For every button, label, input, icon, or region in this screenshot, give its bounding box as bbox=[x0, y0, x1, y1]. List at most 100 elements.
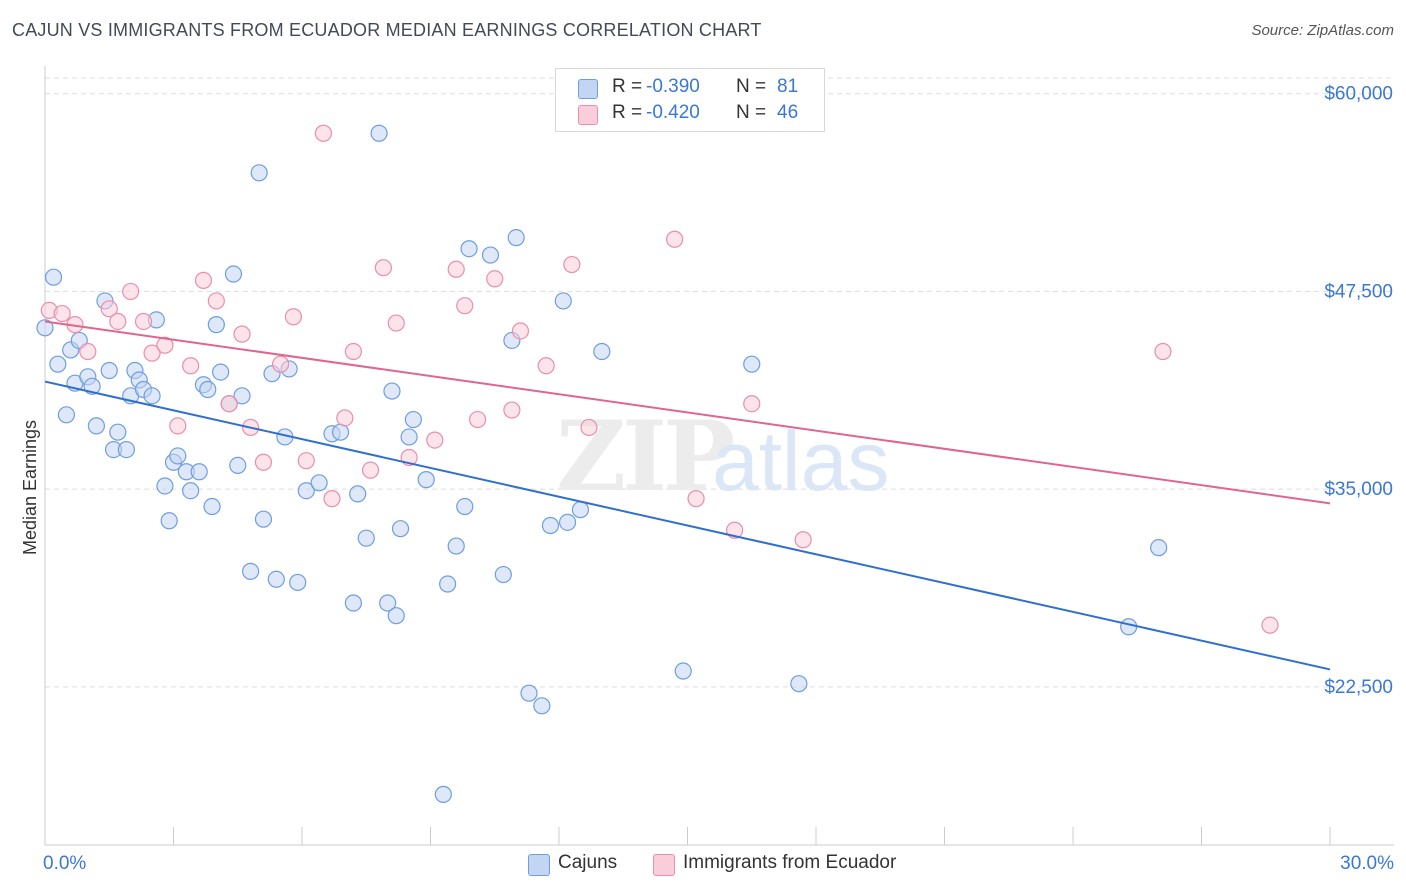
data-point-ecuador bbox=[666, 230, 684, 248]
data-point-ecuador bbox=[314, 124, 333, 142]
data-point-ecuador bbox=[297, 452, 315, 470]
data-point-cajun bbox=[481, 246, 500, 264]
data-point-ecuador bbox=[220, 395, 238, 413]
data-point-ecuador bbox=[426, 431, 444, 449]
data-point-cajun bbox=[199, 380, 217, 399]
legend-n-label: N = bbox=[736, 76, 767, 97]
data-point-cajun bbox=[87, 417, 106, 435]
data-point-cajun bbox=[250, 164, 268, 182]
data-point-cajun bbox=[434, 785, 452, 803]
data-point-ecuador bbox=[1154, 342, 1172, 361]
data-point-cajun bbox=[36, 319, 54, 337]
data-point-cajun bbox=[49, 355, 67, 373]
legend-n-value: 46 bbox=[777, 102, 799, 123]
data-point-cajun bbox=[379, 594, 397, 612]
data-point-ecuador bbox=[580, 418, 598, 437]
legend-r-value: -0.390 bbox=[646, 76, 700, 97]
data-point-cajun bbox=[456, 497, 474, 516]
data-point-cajun bbox=[571, 501, 590, 519]
watermark-atlas: atlas bbox=[712, 414, 889, 508]
data-point-cajun bbox=[554, 292, 572, 310]
data-point-cajun bbox=[297, 482, 315, 500]
y-axis-label: Median Earnings bbox=[20, 420, 40, 555]
data-point-cajun bbox=[1150, 539, 1168, 557]
data-point-ecuador bbox=[53, 304, 71, 323]
data-point-cajun bbox=[224, 265, 243, 283]
chart-title: CAJUN VS IMMIGRANTS FROM ECUADOR MEDIAN … bbox=[12, 20, 762, 40]
data-point-cajun bbox=[387, 607, 405, 625]
data-point-cajun bbox=[289, 573, 307, 592]
data-point-ecuador bbox=[387, 314, 405, 332]
data-point-ecuador bbox=[336, 409, 354, 427]
data-point-cajun bbox=[460, 240, 478, 258]
data-point-cajun bbox=[439, 575, 457, 593]
data-point-ecuador bbox=[271, 355, 290, 373]
data-point-cajun bbox=[100, 361, 118, 380]
data-point-ecuador bbox=[537, 357, 555, 375]
data-point-cajun bbox=[357, 529, 375, 547]
bottom-legend-label: Cajuns bbox=[558, 852, 618, 873]
data-point-cajun bbox=[400, 428, 418, 446]
data-point-cajun bbox=[190, 463, 208, 481]
data-point-ecuador bbox=[122, 282, 140, 301]
data-point-cajun bbox=[447, 537, 465, 555]
data-point-cajun bbox=[233, 387, 251, 405]
data-point-ecuador bbox=[456, 297, 474, 315]
data-point-cajun bbox=[344, 594, 362, 612]
data-point-cajun bbox=[593, 342, 611, 361]
x-tick-label: 30.0% bbox=[1340, 853, 1394, 874]
data-point-cajun bbox=[370, 124, 388, 142]
data-point-cajun bbox=[743, 355, 761, 373]
data-point-cajun bbox=[57, 406, 76, 424]
data-point-ecuador bbox=[207, 292, 225, 310]
data-point-cajun bbox=[44, 268, 63, 286]
legend-r-value: -0.420 bbox=[646, 102, 700, 123]
data-point-cajun bbox=[674, 662, 692, 680]
data-point-ecuador bbox=[794, 531, 812, 549]
data-point-ecuador bbox=[233, 325, 251, 343]
data-point-cajun bbox=[242, 562, 260, 580]
data-point-ecuador bbox=[284, 308, 303, 326]
data-point-ecuador bbox=[100, 300, 118, 318]
data-point-ecuador bbox=[469, 410, 487, 429]
legend-n-label: N = bbox=[736, 102, 767, 123]
data-point-ecuador bbox=[143, 344, 161, 362]
data-point-ecuador bbox=[743, 395, 761, 413]
data-point-ecuador bbox=[109, 312, 127, 331]
data-point-ecuador bbox=[563, 255, 581, 274]
legend-r-label: R = bbox=[612, 102, 643, 123]
data-point-cajun bbox=[349, 485, 367, 503]
data-point-ecuador bbox=[79, 342, 97, 361]
data-point-cajun bbox=[160, 512, 178, 530]
y-tick-label: $47,500 bbox=[1324, 281, 1393, 302]
data-point-ecuador bbox=[182, 357, 200, 375]
watermark-zip: ZIP bbox=[556, 400, 733, 513]
data-point-cajun bbox=[156, 477, 174, 495]
data-point-ecuador bbox=[687, 490, 705, 508]
data-point-cajun bbox=[254, 510, 273, 528]
data-point-cajun bbox=[109, 423, 127, 441]
data-point-ecuador bbox=[486, 270, 504, 288]
data-point-cajun bbox=[310, 474, 328, 492]
data-point-cajun bbox=[533, 697, 551, 715]
data-point-ecuador bbox=[511, 322, 530, 340]
correlation-legend: R = -0.390 N = 81 R = -0.420 N = 46 bbox=[555, 68, 825, 132]
bottom-legend-label: Immigrants from Ecuador bbox=[683, 852, 897, 873]
data-point-cajun bbox=[182, 482, 200, 500]
series-ecuador bbox=[40, 124, 1279, 634]
data-point-cajun bbox=[117, 440, 135, 459]
data-point-cajun bbox=[404, 410, 422, 429]
data-point-cajun bbox=[417, 471, 435, 489]
data-point-ecuador bbox=[344, 342, 362, 361]
data-point-cajun bbox=[203, 497, 221, 516]
trend-line-ecuador bbox=[44, 320, 1331, 505]
data-point-cajun bbox=[331, 423, 350, 441]
data-point-cajun bbox=[143, 387, 161, 405]
bottom-legend-swatch-blue bbox=[528, 854, 550, 876]
y-tick-label: $60,000 bbox=[1324, 84, 1393, 105]
series-cajun bbox=[36, 124, 1168, 803]
data-point-ecuador bbox=[503, 401, 521, 419]
data-point-ecuador bbox=[156, 336, 174, 354]
legend-r-label: R = bbox=[612, 76, 643, 97]
